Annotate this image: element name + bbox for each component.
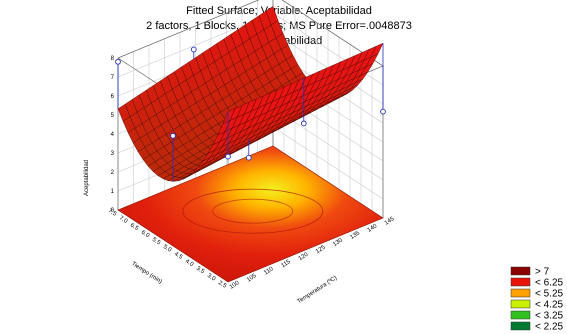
legend-swatch [510, 321, 531, 331]
y-tick-label: 125 [315, 244, 327, 255]
y-tick-label: 105 [246, 273, 258, 284]
legend-label: < 5.25 [535, 289, 564, 300]
observed-point [245, 154, 252, 161]
surface-cell [222, 108, 236, 125]
axis-ticks: 8 7 6 5 4 3 2 1 07.57.06.56.05.55.04.54.03.53.02… [107, 56, 396, 291]
legend-swatch [510, 299, 531, 309]
chart-title: Fitted Surface; Variable: Aceptabilidad [186, 5, 372, 17]
x-tick-label: 2.5 [217, 280, 228, 290]
x-tick-label: 3.5 [195, 266, 206, 276]
z-tick-label: 7 [111, 75, 115, 81]
observed-point [380, 108, 386, 115]
y-tick-label: 115 [280, 259, 292, 270]
contour-line [212, 198, 294, 224]
legend-label: < 3.25 [535, 311, 564, 322]
x-tick-label: 3.0 [206, 273, 217, 283]
y-tick-label: 100 [229, 280, 241, 291]
legend-label: < 2.25 [535, 322, 564, 333]
observed-point [300, 120, 307, 127]
x-tick-label: 5.5 [151, 237, 162, 247]
observed-points [115, 43, 386, 182]
z-axis-label: Aceptabilidad [84, 160, 90, 196]
x-tick-label: 7.5 [107, 208, 118, 218]
observed-point [190, 46, 197, 53]
y-tick-label: 145 [384, 216, 396, 227]
y-tick-label: 110 [263, 266, 275, 277]
legend-label: < 6.25 [535, 278, 564, 289]
legend: > 7< 6.25< 5.25< 4.25< 3.25< 2.25 [510, 266, 564, 333]
z-tick-label: 3 [111, 151, 115, 157]
legend-label: > 7 [535, 267, 550, 278]
contour-floor-fill [117, 145, 384, 283]
z-tick-label: 6 [111, 94, 115, 100]
z-tick-label: 0 [111, 208, 115, 214]
x-tick-label: 6.0 [140, 230, 151, 240]
y-tick-label: 130 [332, 237, 344, 248]
z-tick-label: 2 [111, 170, 115, 176]
contour-line [182, 188, 324, 234]
legend-swatch [510, 288, 531, 298]
legend-swatch [510, 277, 531, 287]
fitted-surface [117, 6, 384, 182]
z-tick-label: 8 [111, 56, 115, 62]
z-tick-label: 1 [111, 189, 115, 195]
y-axis-label: Temperatura (ºC) [296, 274, 338, 305]
y-tick-label: 120 [298, 251, 310, 262]
x-tick-label: 7.0 [118, 215, 129, 225]
x-tick-label: 6.5 [129, 223, 140, 233]
legend-swatch [510, 310, 531, 320]
x-tick-label: 5.0 [162, 244, 173, 254]
contour-floor [117, 145, 384, 283]
legend-swatch [510, 266, 531, 276]
observed-point [115, 58, 121, 65]
x-tick-label: 4.5 [173, 251, 184, 261]
y-tick-label: 140 [367, 223, 379, 234]
observed-point [170, 132, 176, 139]
legend-label: < 4.25 [535, 300, 564, 311]
z-tick-label: 5 [111, 113, 115, 119]
x-tick-label: 4.0 [184, 259, 195, 269]
z-tick-label: 4 [111, 132, 115, 138]
observed-point [225, 153, 231, 160]
x-axis-label: Tiempo (min) [130, 261, 163, 285]
y-tick-label: 135 [349, 230, 361, 241]
